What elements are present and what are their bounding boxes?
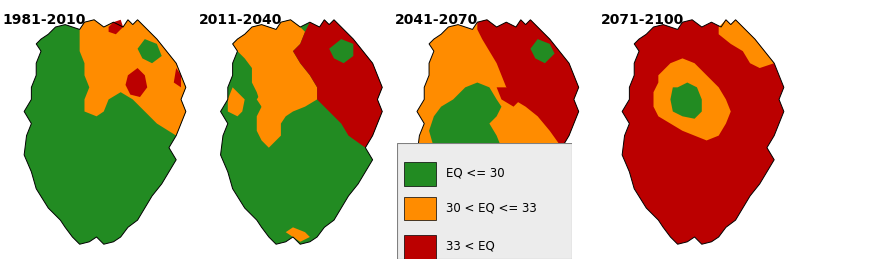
Text: 30 < EQ <= 33: 30 < EQ <= 33: [446, 201, 537, 214]
Text: 1981-2010: 1981-2010: [3, 12, 86, 26]
Polygon shape: [228, 87, 244, 116]
Bar: [404, 162, 436, 186]
Polygon shape: [654, 58, 731, 140]
Polygon shape: [24, 20, 186, 244]
Polygon shape: [126, 68, 148, 97]
Polygon shape: [622, 20, 784, 244]
Polygon shape: [417, 20, 579, 244]
Polygon shape: [138, 39, 162, 63]
Polygon shape: [465, 227, 490, 244]
Polygon shape: [429, 83, 501, 213]
Polygon shape: [257, 83, 281, 111]
Polygon shape: [478, 20, 579, 148]
Text: 2011-2040: 2011-2040: [199, 12, 282, 26]
Polygon shape: [293, 20, 382, 148]
Polygon shape: [531, 39, 554, 63]
Bar: [404, 235, 436, 259]
Text: 2071-2100: 2071-2100: [601, 12, 684, 26]
Polygon shape: [497, 87, 521, 107]
Text: 33 < EQ: 33 < EQ: [446, 239, 495, 252]
Polygon shape: [232, 20, 317, 148]
Polygon shape: [79, 20, 186, 136]
Polygon shape: [108, 20, 123, 34]
Polygon shape: [174, 68, 181, 87]
Bar: [404, 197, 436, 220]
Text: 2041-2070: 2041-2070: [395, 12, 478, 26]
Polygon shape: [718, 20, 774, 68]
Polygon shape: [221, 20, 382, 244]
Polygon shape: [670, 83, 702, 119]
Text: EQ <= 30: EQ <= 30: [446, 166, 505, 179]
Polygon shape: [329, 39, 354, 63]
Polygon shape: [285, 227, 310, 242]
FancyBboxPatch shape: [397, 143, 572, 259]
